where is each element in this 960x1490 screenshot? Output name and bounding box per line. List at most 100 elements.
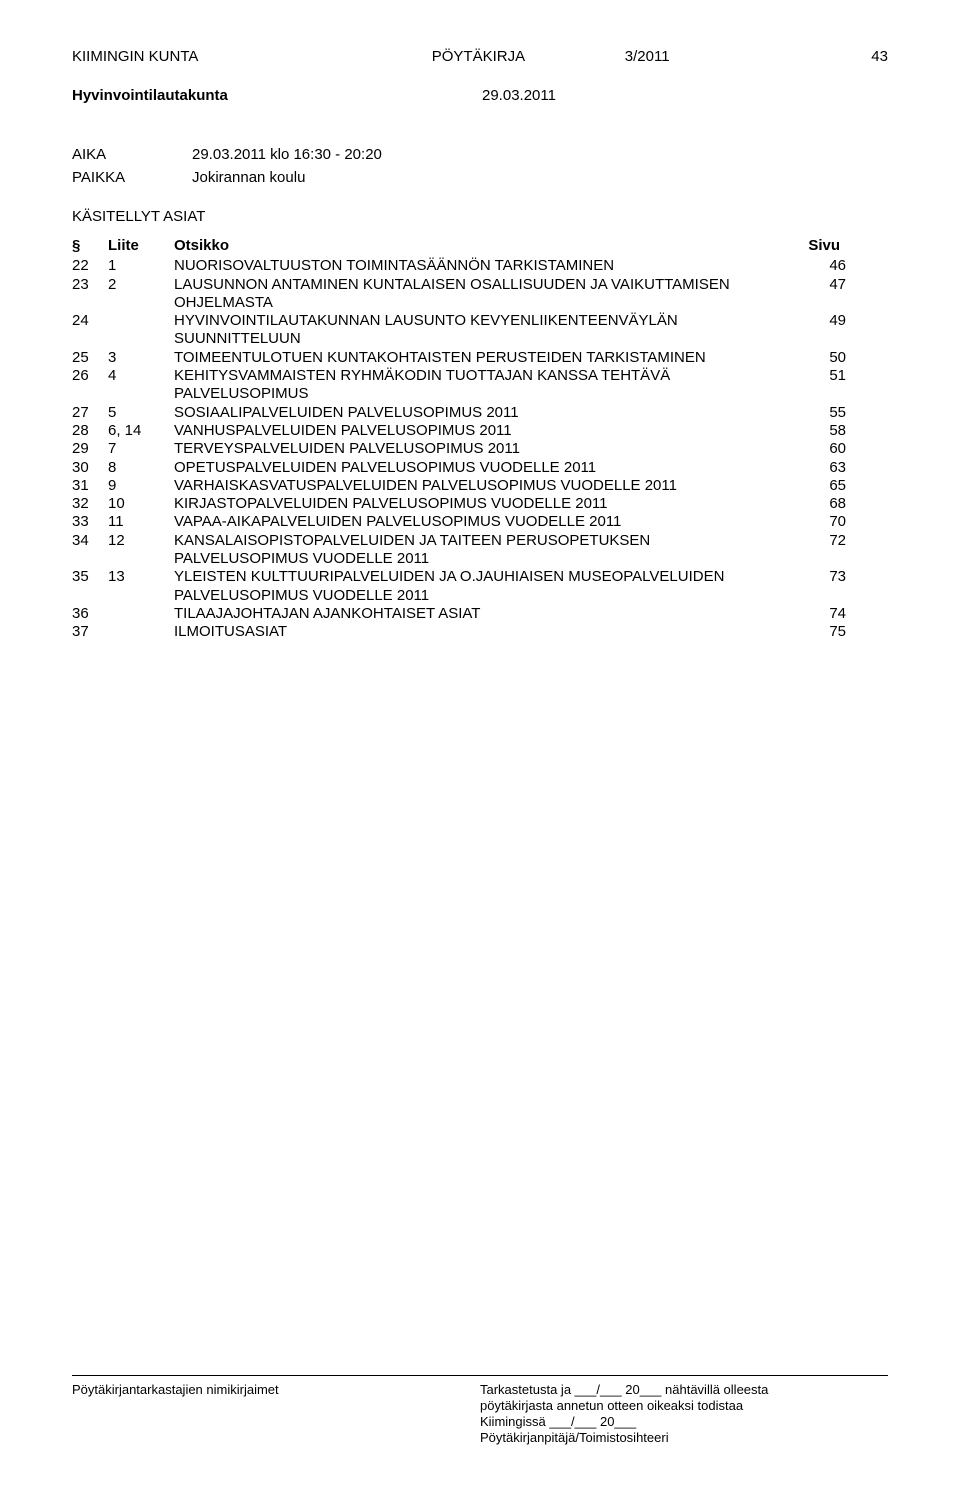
meeting-place-label: PAIKKA	[72, 169, 192, 186]
table-row: 264KEHITYSVAMMAISTEN RYHMÄKODIN TUOTTAJA…	[72, 367, 888, 404]
table-row: 275SOSIAALIPALVELUIDEN PALVELUSOPIMUS 20…	[72, 404, 888, 422]
cell-attachment: 12	[108, 532, 174, 550]
cell-attachment: 6, 14	[108, 422, 174, 440]
page-number: 43	[818, 48, 888, 65]
table-row: 3210KIRJASTOPALVELUIDEN PALVELUSOPIMUS V…	[72, 495, 888, 513]
cell-section: 32	[72, 495, 108, 513]
committee-row: Hyvinvointilautakunta 29.03.2011	[72, 87, 888, 104]
cell-section: 29	[72, 440, 108, 458]
cell-page: 46	[786, 257, 846, 275]
doc-number: 3/2011	[625, 48, 818, 65]
doc-header-row: KIIMINGIN KUNTA PÖYTÄKIRJA 3/2011 43	[72, 48, 888, 65]
cell-page: 63	[786, 459, 846, 477]
cell-title: LAUSUNNON ANTAMINEN KUNTALAISEN OSALLISU…	[174, 276, 786, 313]
cell-attachment: 10	[108, 495, 174, 513]
cell-page: 74	[786, 605, 846, 623]
cell-title: TERVEYSPALVELUIDEN PALVELUSOPIMUS 2011	[174, 440, 786, 458]
cell-title: OPETUSPALVELUIDEN PALVELUSOPIMUS VUODELL…	[174, 459, 786, 477]
meeting-time-label: AIKA	[72, 146, 192, 163]
footer-line-4: Pöytäkirjanpitäjä/Toimistosihteeri	[480, 1430, 888, 1445]
cell-section: 25	[72, 349, 108, 367]
cell-page: 55	[786, 404, 846, 422]
table-row: 37 ILMOITUSASIAT75	[72, 623, 888, 641]
cell-page: 60	[786, 440, 846, 458]
cell-page: 58	[786, 422, 846, 440]
meeting-time-row: AIKA 29.03.2011 klo 16:30 - 20:20	[72, 146, 888, 163]
cell-page: 75	[786, 623, 846, 641]
cell-section: 30	[72, 459, 108, 477]
table-row: 3513YLEISTEN KULTTUURIPALVELUIDEN JA O.J…	[72, 568, 888, 605]
table-row: 221NUORISOVALTUUSTON TOIMINTASÄÄNNÖN TAR…	[72, 257, 888, 275]
cell-section: 23	[72, 276, 108, 294]
cell-title: YLEISTEN KULTTUURIPALVELUIDEN JA O.JAUHI…	[174, 568, 786, 605]
footer-right: Tarkastetusta ja ___/___ 20___ nähtävill…	[480, 1382, 888, 1446]
doc-type: PÖYTÄKIRJA	[432, 48, 625, 65]
cell-section: 36	[72, 605, 108, 623]
page-footer: Pöytäkirjantarkastajien nimikirjaimet Ta…	[72, 1375, 888, 1446]
cell-title: SOSIAALIPALVELUIDEN PALVELUSOPIMUS 2011	[174, 404, 786, 422]
cell-page: 51	[786, 367, 846, 385]
cell-attachment: 2	[108, 276, 174, 294]
cell-title: VAPAA-AIKAPALVELUIDEN PALVELUSOPIMUS VUO…	[174, 513, 786, 531]
cell-section: 24	[72, 312, 108, 330]
cell-title: VARHAISKASVATUSPALVELUIDEN PALVELUSOPIMU…	[174, 477, 786, 495]
cell-attachment: 4	[108, 367, 174, 385]
table-row: 297TERVEYSPALVELUIDEN PALVELUSOPIMUS 201…	[72, 440, 888, 458]
footer-line-2: pöytäkirjasta annetun otteen oikeaksi to…	[480, 1398, 888, 1413]
cell-title: TOIMEENTULOTUEN KUNTAKOHTAISTEN PERUSTEI…	[174, 349, 786, 367]
cell-attachment: 7	[108, 440, 174, 458]
cell-page: 70	[786, 513, 846, 531]
cell-section: 37	[72, 623, 108, 641]
cell-attachment: 11	[108, 513, 174, 531]
table-row: 286, 14VANHUSPALVELUIDEN PALVELUSOPIMUS …	[72, 422, 888, 440]
table-row: 24 HYVINVOINTILAUTAKUNNAN LAUSUNTO KEVYEN…	[72, 312, 888, 349]
cell-section: 34	[72, 532, 108, 550]
table-row: 253TOIMEENTULOTUEN KUNTAKOHTAISTEN PERUS…	[72, 349, 888, 367]
cell-section: 31	[72, 477, 108, 495]
items-table: § Liite Otsikko Sivu 221NUORISOVALTUUSTO…	[72, 237, 888, 642]
footer-line-1: Tarkastetusta ja ___/___ 20___ nähtävill…	[480, 1382, 888, 1397]
col-attachment-header: Liite	[108, 237, 174, 255]
col-title-header: Otsikko	[174, 237, 780, 255]
footer-left: Pöytäkirjantarkastajien nimikirjaimet	[72, 1382, 480, 1446]
cell-title: KIRJASTOPALVELUIDEN PALVELUSOPIMUS VUODE…	[174, 495, 786, 513]
cell-section: 22	[72, 257, 108, 275]
cell-page: 49	[786, 312, 846, 330]
cell-attachment: 1	[108, 257, 174, 275]
page: KIIMINGIN KUNTA PÖYTÄKIRJA 3/2011 43 Hyv…	[0, 0, 960, 1490]
table-row: 3311VAPAA-AIKAPALVELUIDEN PALVELUSOPIMUS…	[72, 513, 888, 531]
table-row: 319VARHAISKASVATUSPALVELUIDEN PALVELUSOP…	[72, 477, 888, 495]
cell-attachment: 5	[108, 404, 174, 422]
cell-attachment: 8	[108, 459, 174, 477]
meeting-place-row: PAIKKA Jokirannan koulu	[72, 169, 888, 186]
col-section-header: §	[72, 237, 108, 255]
cell-section: 28	[72, 422, 108, 440]
cell-page: 47	[786, 276, 846, 294]
table-row: 36TILAAJAJOHTAJAN AJANKOHTAISET ASIAT74	[72, 605, 888, 623]
table-row: 308OPETUSPALVELUIDEN PALVELUSOPIMUS VUOD…	[72, 459, 888, 477]
cell-section: 33	[72, 513, 108, 531]
cell-page: 65	[786, 477, 846, 495]
cell-page: 68	[786, 495, 846, 513]
cell-page: 72	[786, 532, 846, 550]
cell-title: ILMOITUSASIAT	[174, 623, 786, 641]
section-title: KÄSITELLYT ASIAT	[72, 208, 888, 225]
org-name: KIIMINGIN KUNTA	[72, 48, 432, 65]
cell-attachment: 3	[108, 349, 174, 367]
cell-title: HYVINVOINTILAUTAKUNNAN LAUSUNTO KEVYENLI…	[174, 312, 786, 349]
col-page-header: Sivu	[780, 237, 840, 255]
table-body: 221NUORISOVALTUUSTON TOIMINTASÄÄNNÖN TAR…	[72, 257, 888, 641]
cell-title: NUORISOVALTUUSTON TOIMINTASÄÄNNÖN TARKIS…	[174, 257, 786, 275]
cell-section: 27	[72, 404, 108, 422]
cell-section: 35	[72, 568, 108, 586]
cell-page: 50	[786, 349, 846, 367]
committee-name: Hyvinvointilautakunta	[72, 87, 482, 104]
meeting-time-value: 29.03.2011 klo 16:30 - 20:20	[192, 146, 382, 163]
cell-title: KEHITYSVAMMAISTEN RYHMÄKODIN TUOTTAJAN K…	[174, 367, 786, 404]
cell-page: 73	[786, 568, 846, 586]
cell-attachment: 13	[108, 568, 174, 586]
cell-section: 26	[72, 367, 108, 385]
cell-title: KANSALAISOPISTOPALVELUIDEN JA TAITEEN PE…	[174, 532, 786, 569]
table-row: 3412KANSALAISOPISTOPALVELUIDEN JA TAITEE…	[72, 532, 888, 569]
meeting-place-value: Jokirannan koulu	[192, 169, 305, 186]
